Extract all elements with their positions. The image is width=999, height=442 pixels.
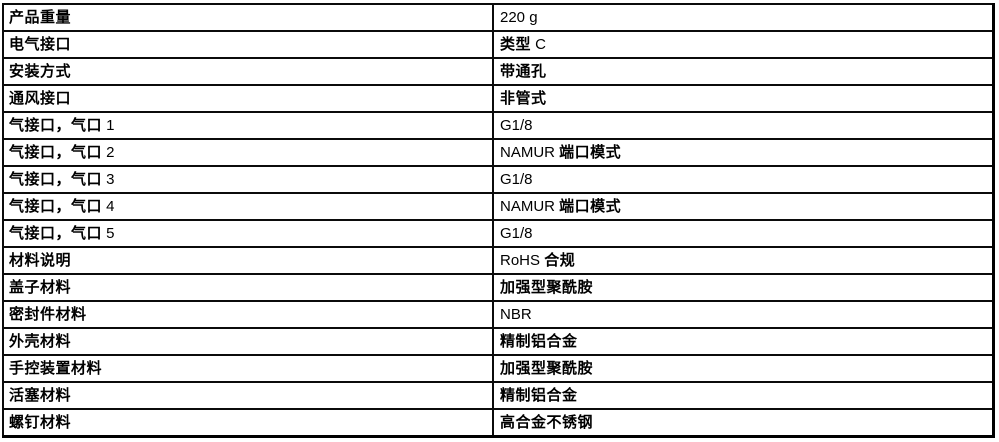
- spec-value-cell: G1/8: [492, 165, 994, 194]
- spec-value-cell: 类型 C: [492, 30, 994, 59]
- spec-value-cell: G1/8: [492, 219, 994, 248]
- table-row: 气接口，气口 3 G1/8: [2, 165, 994, 194]
- spec-label-cell: 盖子材料: [2, 273, 494, 302]
- spec-value-cell: 加强型聚酰胺: [492, 354, 994, 383]
- spec-label-cell: 活塞材料: [2, 381, 494, 410]
- spec-label-cell: 通风接口: [2, 84, 494, 113]
- spec-label-cell: 手控装置材料: [2, 354, 494, 383]
- spec-value-cell: RoHS 合规: [492, 246, 994, 275]
- table-row: 气接口，气口 2 NAMUR 端口模式: [2, 138, 994, 167]
- spec-label-cell: 气接口，气口 1: [2, 111, 494, 140]
- table-row: 气接口，气口 4 NAMUR 端口模式: [2, 192, 994, 221]
- spec-label-cell: 密封件材料: [2, 300, 494, 329]
- table-row: 外壳材料 精制铝合金: [2, 327, 994, 356]
- spec-label-cell: 电气接口: [2, 30, 494, 59]
- table-row: 螺钉材料 高合金不锈钢: [2, 408, 994, 438]
- table-row: 电气接口 类型 C: [2, 30, 994, 59]
- spec-value-cell: 加强型聚酰胺: [492, 273, 994, 302]
- spec-value-cell: 高合金不锈钢: [492, 408, 994, 438]
- spec-value-cell: 带通孔: [492, 57, 994, 86]
- table-row: 盖子材料 加强型聚酰胺: [2, 273, 994, 302]
- spec-label-cell: 产品重量: [2, 3, 494, 32]
- spec-value-cell: NBR: [492, 300, 994, 329]
- spec-label-cell: 气接口，气口 3: [2, 165, 494, 194]
- spec-label-cell: 气接口，气口 5: [2, 219, 494, 248]
- table-row: 产品重量 220 g: [2, 3, 994, 32]
- spec-label-cell: 螺钉材料: [2, 408, 494, 438]
- table-row: 通风接口 非管式: [2, 84, 994, 113]
- spec-label-cell: 外壳材料: [2, 327, 494, 356]
- table-row: 气接口，气口 1 G1/8: [2, 111, 994, 140]
- table-row: 安装方式 带通孔: [2, 57, 994, 86]
- table-row: 气接口，气口 5 G1/8: [2, 219, 994, 248]
- spec-label-cell: 气接口，气口 2: [2, 138, 494, 167]
- spec-value-cell: NAMUR 端口模式: [492, 192, 994, 221]
- spec-label-cell: 气接口，气口 4: [2, 192, 494, 221]
- spec-value-cell: 220 g: [492, 3, 994, 32]
- spec-value-cell: G1/8: [492, 111, 994, 140]
- spec-label-cell: 材料说明: [2, 246, 494, 275]
- table-row: 手控装置材料 加强型聚酰胺: [2, 354, 994, 383]
- table-row: 密封件材料 NBR: [2, 300, 994, 329]
- spec-value-cell: NAMUR 端口模式: [492, 138, 994, 167]
- table-row: 活塞材料 精制铝合金: [2, 381, 994, 410]
- spec-value-cell: 精制铝合金: [492, 381, 994, 410]
- spec-value-cell: 精制铝合金: [492, 327, 994, 356]
- table-row: 材料说明 RoHS 合规: [2, 246, 994, 275]
- spec-value-cell: 非管式: [492, 84, 994, 113]
- spec-label-cell: 安装方式: [2, 57, 494, 86]
